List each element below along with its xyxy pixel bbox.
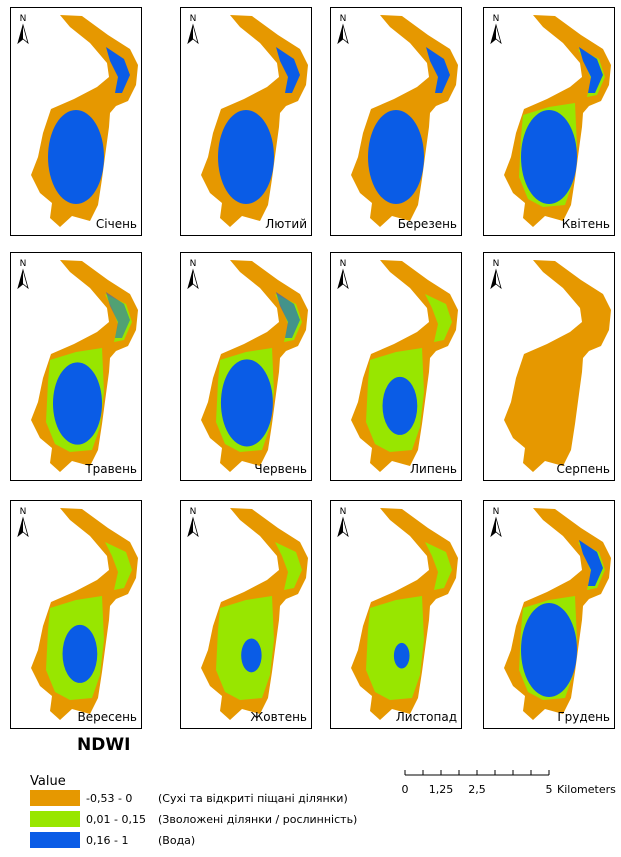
month-label: Листопад xyxy=(396,710,457,724)
water-body xyxy=(221,359,273,446)
wet-zone xyxy=(366,596,424,700)
water-body xyxy=(218,110,274,204)
month-label: Квітень xyxy=(562,217,610,231)
north-label: N xyxy=(190,259,197,269)
north-label: N xyxy=(20,507,27,517)
water-body xyxy=(394,643,410,669)
legend-range: 0,16 - 1 xyxy=(86,834,128,847)
north-label: N xyxy=(493,14,500,24)
north-label: N xyxy=(20,14,27,24)
north-label: N xyxy=(340,507,347,517)
scale-unit: Kilometers xyxy=(557,783,616,796)
map-panel: N Січень xyxy=(11,8,142,236)
water-body xyxy=(521,110,577,204)
month-label: Березень xyxy=(398,217,457,231)
legend-swatch xyxy=(30,811,80,827)
north-label: N xyxy=(493,507,500,517)
month-label: Вересень xyxy=(77,710,137,724)
map-panel: N Травень xyxy=(11,253,142,481)
water-body xyxy=(368,110,424,204)
legend-description: (Зволожені ділянки / рослинність) xyxy=(158,813,357,826)
map-panel: N Листопад xyxy=(331,501,462,729)
north-label: N xyxy=(190,507,197,517)
legend-title: Value xyxy=(30,774,66,789)
map-panel: N Вересень xyxy=(11,501,142,729)
scale-label: 5 xyxy=(546,783,553,796)
water-body xyxy=(241,638,261,672)
north-label: N xyxy=(340,14,347,24)
legend-description: (Сухі та відкриті піщані ділянки) xyxy=(158,792,348,805)
map-panel: N Грудень xyxy=(484,501,615,729)
map-title: NDWI xyxy=(77,735,130,755)
north-label: N xyxy=(190,14,197,24)
legend-description: (Вода) xyxy=(158,834,195,847)
month-label: Серпень xyxy=(556,462,610,476)
map-panel: N Квітень xyxy=(484,8,615,236)
month-label: Липень xyxy=(410,462,457,476)
map-panel: N Липень xyxy=(331,253,462,481)
map-panel: N Жовтень xyxy=(181,501,312,729)
scale-label: 1,25 xyxy=(429,783,454,796)
month-label: Січень xyxy=(96,217,137,231)
north-label: N xyxy=(340,259,347,269)
scale-bar: 0 1,25 2,5 5 Kilometers xyxy=(402,770,617,796)
north-label: N xyxy=(20,259,27,269)
map-panel: N Лютий xyxy=(181,8,312,236)
water-body xyxy=(521,603,577,697)
water-body xyxy=(383,377,418,435)
month-label: Травень xyxy=(84,462,137,476)
legend-range: -0,53 - 0 xyxy=(86,792,132,805)
figure: N Січень N Лютий N Березень N Квітень N Травень N Ч… xyxy=(0,0,621,853)
north-label: N xyxy=(493,259,500,269)
map-panel: N Червень xyxy=(181,253,312,481)
map-panel: N Серпень xyxy=(484,253,615,481)
scale-label: 0 xyxy=(402,783,409,796)
scale-label: 2,5 xyxy=(468,783,486,796)
month-label: Жовтень xyxy=(250,710,307,724)
month-label: Лютий xyxy=(265,217,307,231)
legend-swatch xyxy=(30,790,80,806)
month-label: Червень xyxy=(254,462,307,476)
legend-range: 0,01 - 0,15 xyxy=(86,813,146,826)
water-body xyxy=(63,625,98,683)
month-label: Грудень xyxy=(557,710,610,724)
legend-swatch xyxy=(30,832,80,848)
water-body xyxy=(53,362,102,444)
map-panel: N Березень xyxy=(331,8,462,236)
water-body xyxy=(48,110,104,204)
